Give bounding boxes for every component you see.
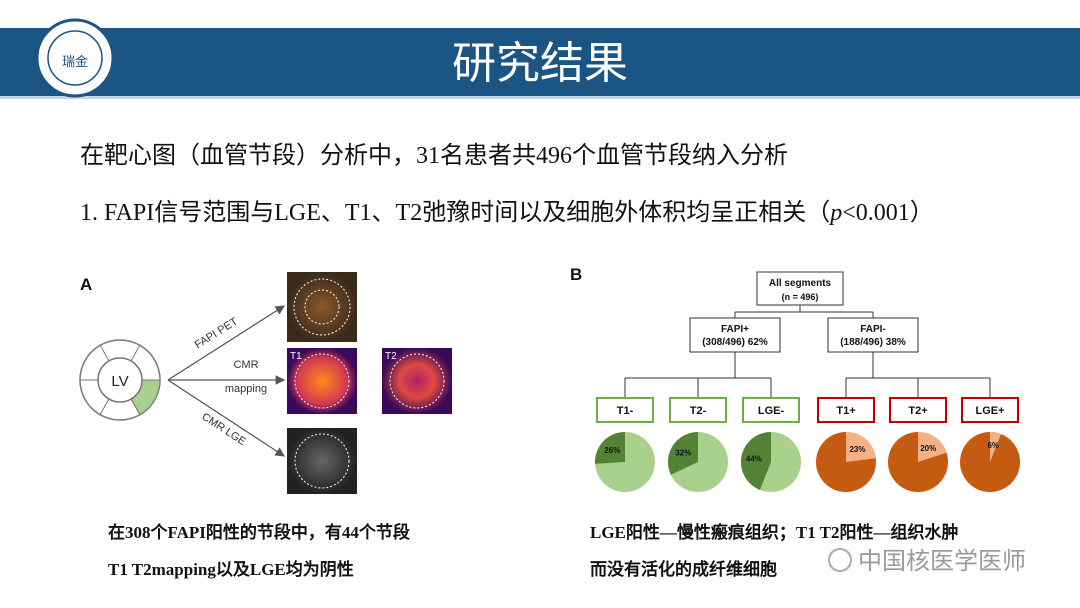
tree: All segments (n = 496) FAPI+ (308/496) 62% F… (595, 271, 1020, 492)
pie-label: 44% (746, 455, 762, 464)
arrow-label: mapping (225, 383, 267, 395)
caption: 在308个FAPI阳性的节段中，有44个节段 (108, 522, 410, 542)
text: p (828, 200, 842, 226)
pie-slice (667, 432, 698, 475)
lge-image (287, 428, 357, 494)
tree-text: All segments (769, 278, 832, 289)
leaf-box (742, 397, 800, 423)
caption: T1 T2mapping以及LGE均为阴性 (108, 559, 354, 579)
slide-title: 研究结果 (452, 39, 628, 88)
image-contours (293, 278, 445, 489)
watermark: 中国核医学医师 (858, 548, 1026, 575)
t1-image (287, 348, 357, 414)
body-line: 在靶心图（血管节段）分析中，31名患者共496个血管节段纳入分析 (80, 142, 788, 169)
tree-text: T2- (690, 405, 707, 417)
image-label: T1 (290, 351, 302, 362)
tree-text: FAPI- (860, 324, 886, 335)
pie-label: 32% (675, 449, 691, 458)
watermark-icon (828, 548, 852, 572)
tree-text: T1+ (836, 405, 855, 417)
pie-slice (918, 432, 947, 462)
tree-text: FAPI+ (721, 324, 749, 335)
branch-box (689, 317, 781, 353)
text: <0.001） (842, 200, 934, 226)
arrows (167, 305, 286, 457)
panel-label: A (80, 275, 92, 294)
tree-text: (308/496) 62% (702, 337, 768, 348)
header-rule (0, 96, 1080, 99)
tree-text: (n = 496) (782, 292, 819, 302)
logo-label: 瑞金 (62, 54, 88, 69)
pie-slice (846, 432, 876, 462)
pie-label: 26% (604, 446, 620, 455)
leaf-box (669, 397, 727, 423)
logo-ring (47, 30, 103, 86)
pie-label: 6% (987, 441, 999, 450)
tree-text: LGE+ (975, 405, 1004, 417)
pie-slice (990, 432, 1002, 462)
arrow-label: CMR (233, 359, 258, 371)
caption: LGE阳性—慢性瘢痕组织；T1 T2阳性—组织水肿 (590, 522, 959, 542)
tree-text: T1- (617, 405, 634, 417)
caption: 而没有活化的成纤维细胞 (590, 559, 777, 579)
leaf-box (961, 397, 1019, 423)
root-box (756, 271, 844, 306)
pie-slice (595, 432, 625, 464)
lv-dividers (80, 344, 160, 415)
leaf-box (596, 397, 654, 423)
image-label: T2 (385, 351, 397, 362)
pet-image (287, 272, 357, 342)
text: 1. FAPI信号范围与LGE、T1、T2弛豫时间以及细胞外体积均呈正相关（ (80, 199, 830, 226)
pie-label: 20% (920, 444, 936, 453)
body-line: 1. FAPI信号范围与LGE、T1、T2弛豫时间以及细胞外体积均呈正相关（p<… (80, 199, 934, 226)
lv-label: LV (111, 373, 128, 390)
header-band (0, 28, 1080, 96)
tree-text: (188/496) 38% (840, 337, 906, 348)
leaf-box (889, 397, 947, 423)
branch-box (827, 317, 919, 353)
pie-label: 23% (849, 445, 865, 454)
pie-slice (741, 432, 771, 490)
leaf-box (817, 397, 875, 423)
tree-text: LGE- (758, 405, 785, 417)
t2-image (382, 348, 452, 414)
tree-text: T2+ (908, 405, 927, 417)
panel-label: B (570, 265, 582, 284)
